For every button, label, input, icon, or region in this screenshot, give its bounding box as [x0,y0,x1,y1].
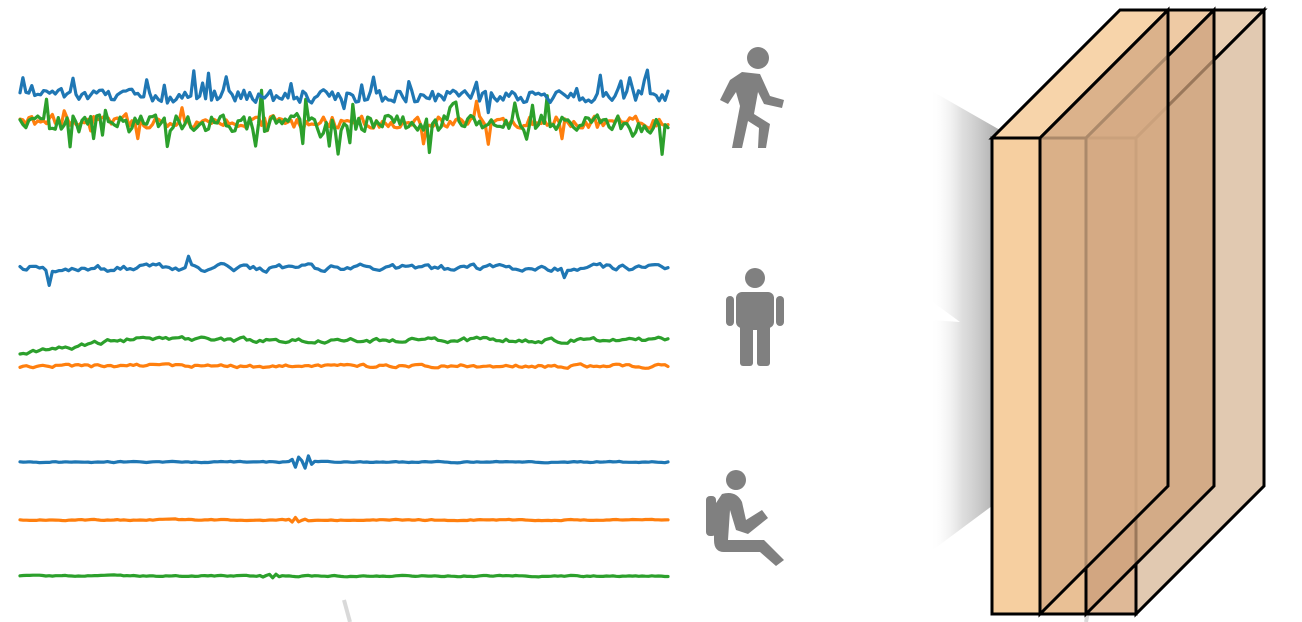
standing-signal-z [18,335,670,356]
sitting-person-icon [706,470,784,566]
walking-signal-x [18,68,670,115]
walking-signal-z [18,88,670,156]
standing-signals [18,254,670,370]
projection-shadow [930,90,1000,552]
sitting-signal-x [18,454,670,470]
sitting-signals [18,454,670,580]
layer-1 [988,6,1172,618]
standing-signal-x [18,254,670,287]
network-layers [988,6,1268,618]
standing-person-icon [726,268,784,366]
sitting-signal-y [18,515,670,524]
standing-signal-y [18,362,670,370]
walking-signals [18,68,670,156]
walking-person-icon [720,47,784,148]
background-strokes [342,599,1092,622]
sitting-signal-z [18,572,670,580]
